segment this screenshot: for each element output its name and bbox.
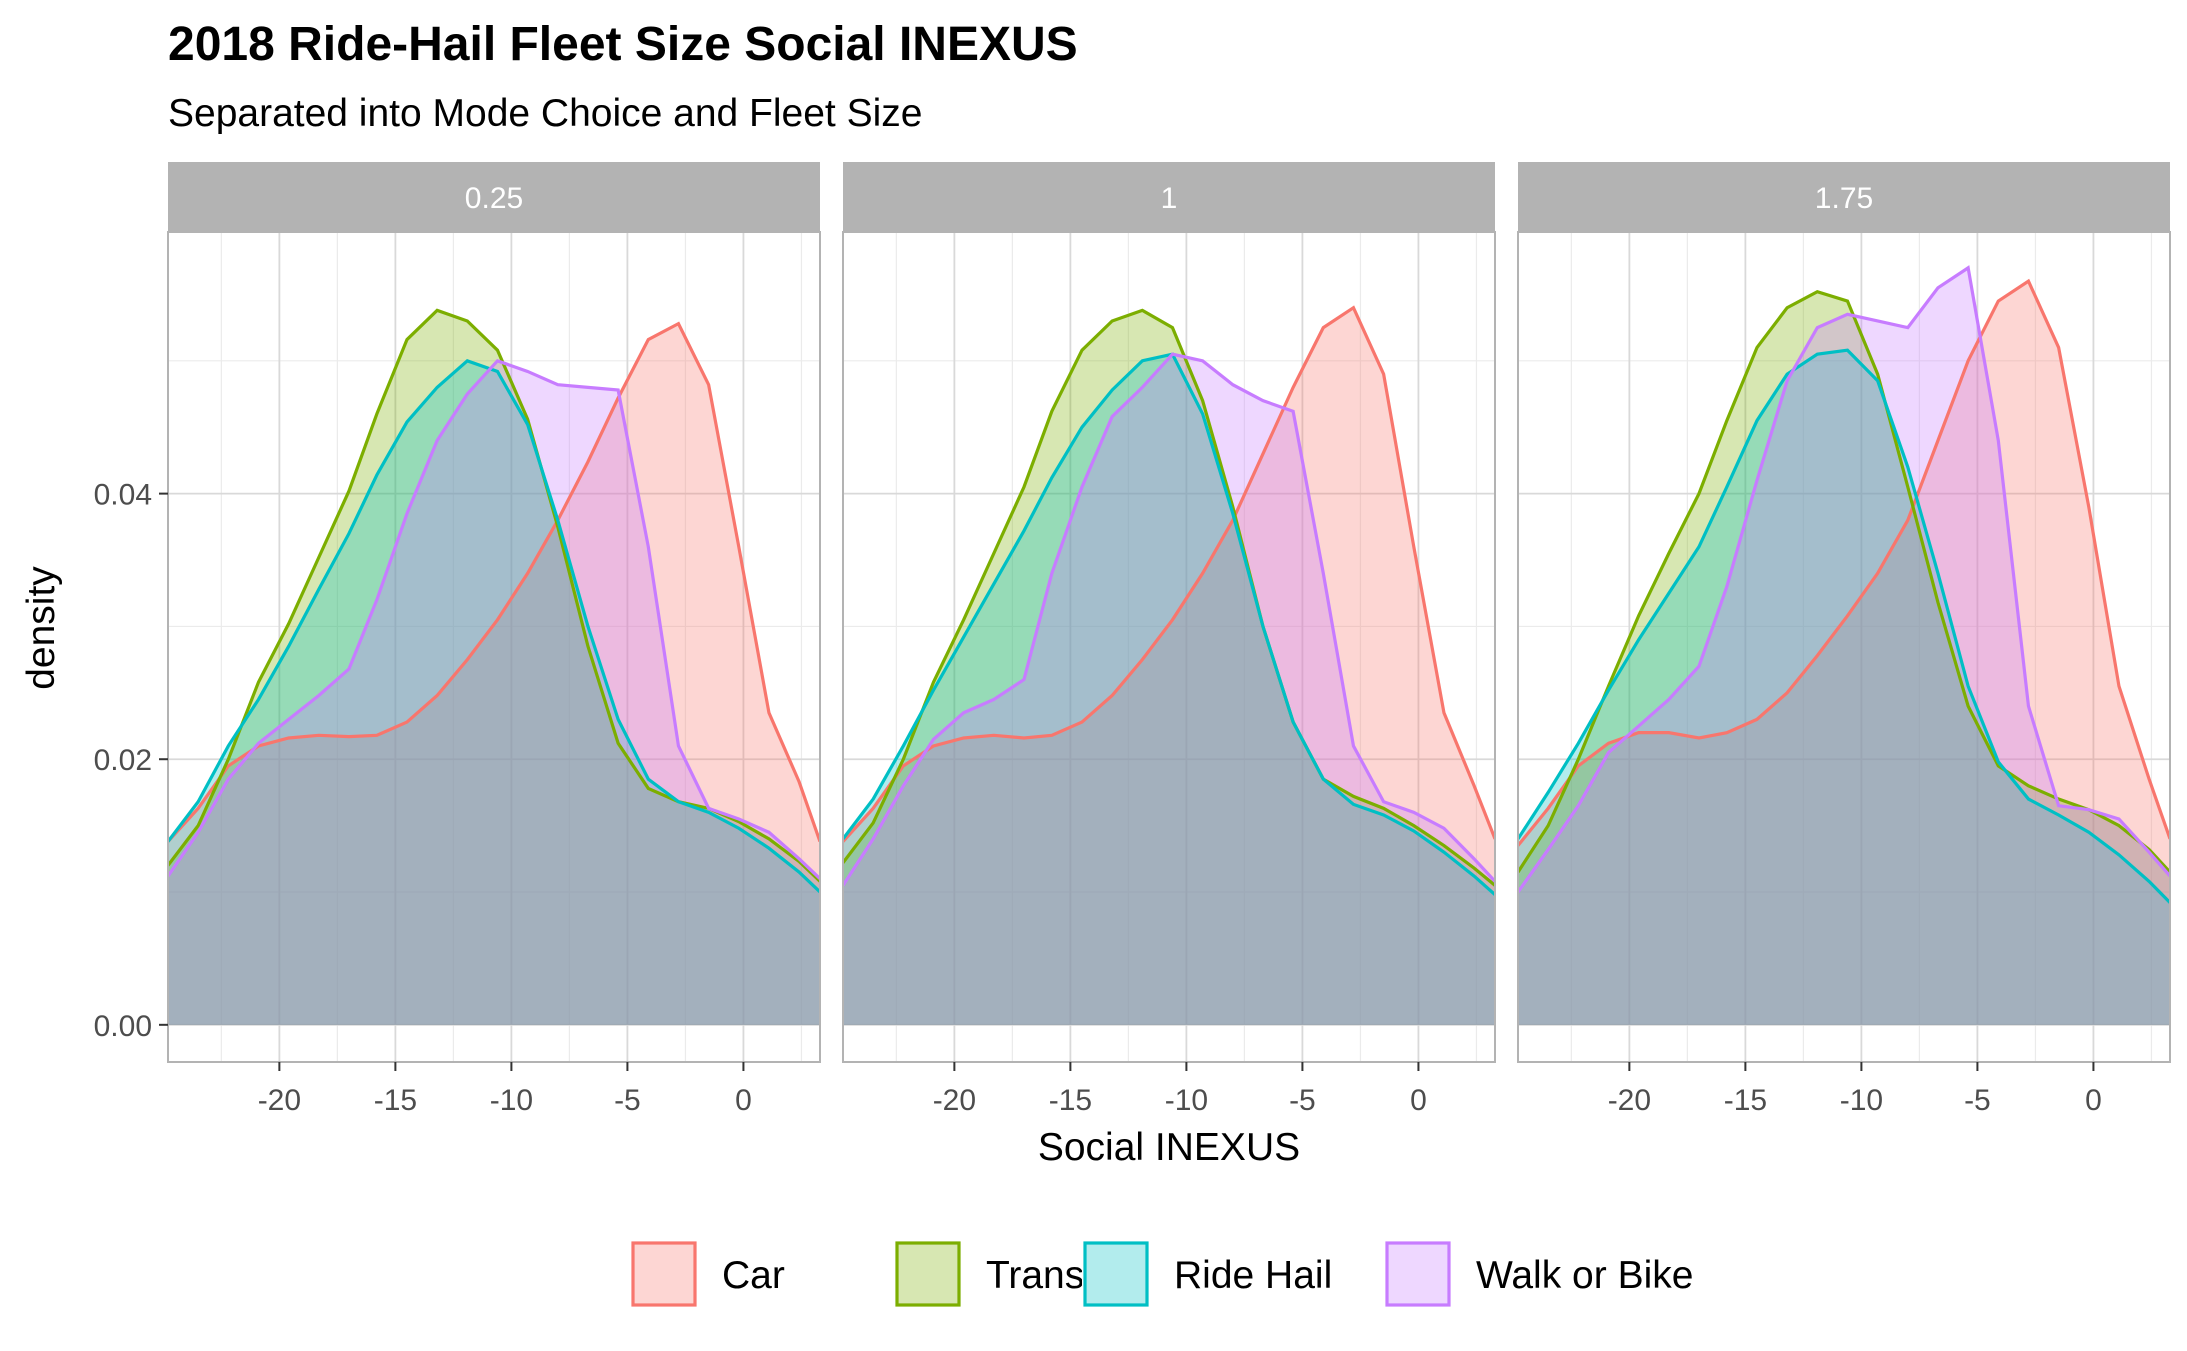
density-line-car — [168, 321, 820, 843]
facet-strip — [168, 162, 820, 232]
density-area-ride-hail — [1518, 350, 2170, 1025]
y-tick-label: 0.00 — [94, 1010, 152, 1043]
density-line-ride-hail — [168, 358, 820, 894]
x-tick-label: -15 — [1724, 1084, 1767, 1117]
x-tick-label: -5 — [614, 1084, 641, 1117]
density-line-transit — [1518, 290, 2170, 874]
legend-item-ride-hail: Ride Hail — [1082, 1240, 1332, 1308]
density-line-car — [843, 305, 1495, 843]
legend-key-background — [1384, 1240, 1452, 1308]
legend-key — [1083, 1241, 1149, 1307]
y-tick-label: 0.02 — [94, 744, 152, 777]
x-tick-label: 0 — [1410, 1084, 1427, 1117]
legend-label: Ride Hail — [1174, 1254, 1332, 1297]
y-tick-label: 0.04 — [94, 479, 152, 512]
density-area-car — [168, 323, 820, 1025]
density-area-transit — [168, 310, 820, 1025]
legend-label: Walk or Bike — [1476, 1254, 1693, 1297]
legend-key — [895, 1241, 961, 1307]
legend-item-walk-or-bike: Walk or Bike — [1384, 1240, 1693, 1308]
panel-border — [167, 231, 821, 1063]
legend: Car Transit Ride Hail Walk or Bike — [630, 1240, 1693, 1308]
facet-strip — [1518, 162, 2170, 232]
x-tick-label: -20 — [933, 1084, 976, 1117]
panel-border — [842, 231, 1496, 1063]
legend-item-transit: Transit — [894, 1240, 1104, 1308]
density-layer — [1518, 265, 2170, 1025]
x-tick-label: -10 — [1165, 1084, 1208, 1117]
density-line-ride-hail — [1518, 348, 2170, 904]
x-tick-label: -15 — [1049, 1084, 1092, 1117]
density-line-transit — [843, 308, 1495, 887]
x-tick-label: 0 — [2085, 1084, 2102, 1117]
chart-subtitle: Separated into Mode Choice and Fleet Siz… — [168, 92, 922, 135]
legend-key — [631, 1241, 697, 1307]
legend-key — [1385, 1241, 1451, 1307]
density-area-transit — [1518, 291, 2170, 1025]
legend-label: Car — [722, 1254, 785, 1297]
facet-panels: 0.25 -20 -15 -10 -5 0 0.00 0.02 0.04 1 -20 -15 -10 -5… — [94, 162, 2171, 1117]
y-axis-title: density — [20, 566, 63, 690]
legend-key-background — [1082, 1240, 1150, 1308]
facet-strip-label: 1 — [1161, 182, 1178, 215]
x-tick-label: -10 — [1840, 1084, 1883, 1117]
density-layer — [843, 305, 1495, 1025]
density-area-car — [1518, 281, 2170, 1025]
x-axis-title: Social INEXUS — [1038, 1126, 1300, 1169]
x-tick-label: -20 — [1608, 1084, 1651, 1117]
facet-strip-label: 0.25 — [465, 182, 523, 215]
density-area-ride-hail — [843, 354, 1495, 1025]
density-area-walk-or-bike — [168, 360, 820, 1025]
x-tick-label: -10 — [490, 1084, 533, 1117]
density-area-ride-hail — [168, 360, 820, 1025]
density-area-walk-or-bike — [1518, 267, 2170, 1025]
legend-key-background — [894, 1240, 962, 1308]
facet-strip-label: 1.75 — [1815, 182, 1873, 215]
x-tick-label: -20 — [258, 1084, 301, 1117]
density-line-walk-or-bike — [843, 352, 1495, 887]
legend-key-background — [630, 1240, 698, 1308]
x-tick-label: -15 — [374, 1084, 417, 1117]
x-tick-label: -5 — [1289, 1084, 1316, 1117]
density-area-transit — [843, 310, 1495, 1025]
density-area-walk-or-bike — [843, 354, 1495, 1025]
chart-title: 2018 Ride-Hail Fleet Size Social INEXUS — [168, 18, 1078, 71]
facet-panel-3: 1.75 -20 -15 -10 -5 0 — [1517, 162, 2171, 1117]
facet-panel-1: 0.25 -20 -15 -10 -5 0 0.00 0.02 0.04 — [94, 162, 821, 1117]
density-layer — [168, 308, 820, 1025]
density-line-walk-or-bike — [1518, 265, 2170, 893]
x-tick-label: 0 — [735, 1084, 752, 1117]
legend-item-car: Car — [630, 1240, 785, 1308]
facet-panel-2: 1 -20 -15 -10 -5 0 — [842, 162, 1496, 1117]
density-line-walk-or-bike — [168, 358, 820, 880]
x-tick-label: -5 — [1964, 1084, 1991, 1117]
density-area-car — [843, 307, 1495, 1025]
panel-border — [1517, 231, 2171, 1063]
facet-strip — [843, 162, 1495, 232]
